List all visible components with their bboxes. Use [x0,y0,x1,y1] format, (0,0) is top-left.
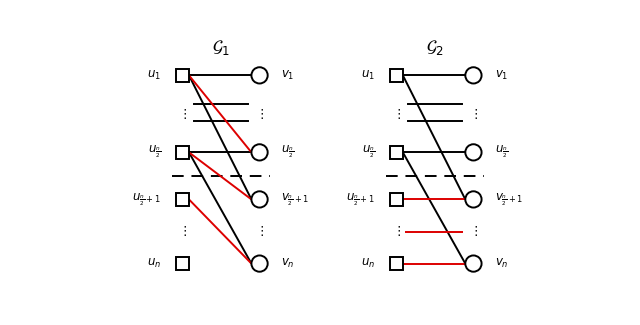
Text: $\vdots$: $\vdots$ [178,225,187,239]
Text: $\vdots$: $\vdots$ [392,225,401,239]
Text: $u_n$: $u_n$ [361,257,375,270]
Bar [176,146,189,159]
Text: $u_{\frac{n}{2}+1}$: $u_{\frac{n}{2}+1}$ [132,191,161,208]
Bar [176,69,189,82]
Text: $v_1$: $v_1$ [281,69,294,82]
Circle shape [252,191,268,208]
Circle shape [252,255,268,272]
Text: $u_{\frac{n}{2}}$: $u_{\frac{n}{2}}$ [362,144,375,161]
Bar [176,257,189,270]
Text: $v_1$: $v_1$ [495,69,508,82]
Bar [390,69,403,82]
Text: $u_1$: $u_1$ [147,69,161,82]
Text: $v_n$: $v_n$ [281,257,294,270]
Text: $\vdots$: $\vdots$ [255,107,264,121]
Text: $\vdots$: $\vdots$ [392,107,401,121]
Text: $u_{\frac{n}{2}}$: $u_{\frac{n}{2}}$ [281,144,294,161]
Circle shape [252,144,268,161]
Text: $\vdots$: $\vdots$ [469,107,478,121]
Text: $\mathcal{G}_1$: $\mathcal{G}_1$ [212,38,230,57]
Text: $u_{\frac{n}{2}}$: $u_{\frac{n}{2}}$ [148,144,161,161]
Text: $v_{\frac{n}{2}+1}$: $v_{\frac{n}{2}+1}$ [495,191,523,208]
Bar [390,257,403,270]
Text: $\vdots$: $\vdots$ [469,225,478,239]
Circle shape [465,67,481,84]
Circle shape [252,67,268,84]
Circle shape [465,144,481,161]
Text: $u_{\frac{n}{2}}$: $u_{\frac{n}{2}}$ [495,144,508,161]
Bar [176,193,189,206]
Circle shape [465,191,481,208]
Text: $v_n$: $v_n$ [495,257,508,270]
Bar [390,193,403,206]
Bar [390,146,403,159]
Text: $\mathcal{G}_2$: $\mathcal{G}_2$ [426,38,444,57]
Text: $\vdots$: $\vdots$ [178,107,187,121]
Circle shape [465,255,481,272]
Text: $u_n$: $u_n$ [147,257,161,270]
Text: $v_{\frac{n}{2}+1}$: $v_{\frac{n}{2}+1}$ [281,191,309,208]
Text: $u_1$: $u_1$ [361,69,375,82]
Text: $\vdots$: $\vdots$ [255,225,264,239]
Text: $u_{\frac{n}{2}+1}$: $u_{\frac{n}{2}+1}$ [346,191,375,208]
